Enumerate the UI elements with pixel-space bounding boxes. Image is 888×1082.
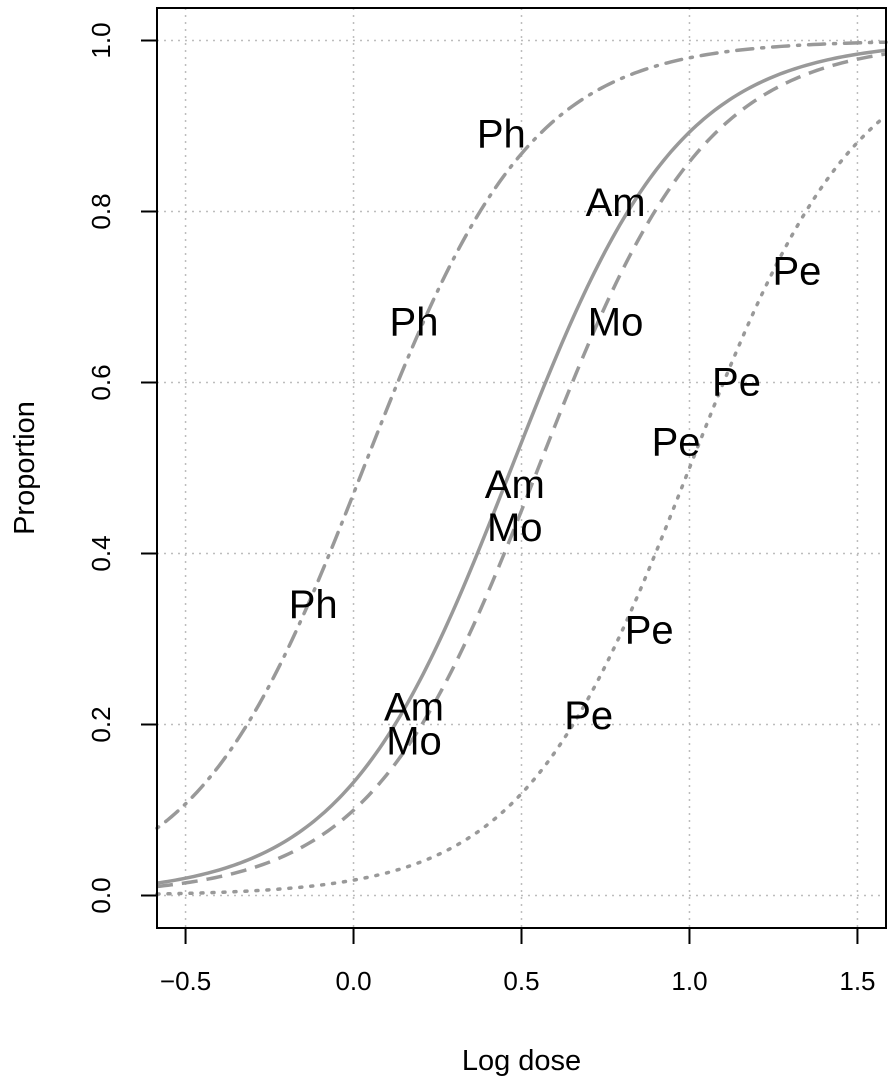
x-tick-label: 0.5 — [503, 966, 539, 996]
x-axis: −0.5 0.0 0.5 1.0 1.5 — [160, 928, 876, 996]
point-label-am: Am — [485, 463, 545, 507]
point-label-pe: Pe — [652, 420, 701, 464]
point-label-pe: Pe — [564, 694, 613, 738]
y-tick-label: 1.0 — [86, 22, 116, 58]
curve-ph — [155, 40, 888, 830]
y-tick-label: 0.0 — [86, 877, 116, 913]
y-tick-label: 0.4 — [86, 535, 116, 571]
y-axis-title: Proportion — [9, 401, 41, 535]
curve-mo — [156, 52, 887, 889]
point-label-am: Am — [586, 181, 646, 225]
x-tick-label: −0.5 — [160, 966, 211, 996]
y-tick-label: 0.2 — [86, 706, 116, 742]
x-tick-label: 1.5 — [839, 966, 875, 996]
point-label-pe: Pe — [773, 249, 822, 293]
point-label-ph: Ph — [390, 301, 439, 345]
curve-am — [156, 48, 887, 885]
grid-lines — [157, 8, 886, 928]
point-label-pe: Pe — [712, 360, 761, 404]
y-tick-label: 0.6 — [86, 364, 116, 400]
y-tick-label: 0.8 — [86, 193, 116, 229]
point-label-ph: Ph — [477, 113, 526, 157]
point-label-ph: Ph — [289, 583, 338, 627]
point-label-mo: Mo — [588, 301, 644, 345]
y-axis: 0.0 0.2 0.4 0.6 0.8 1.0 — [86, 22, 157, 914]
x-tick-label: 1.0 — [671, 966, 707, 996]
fitted-curves — [155, 40, 888, 896]
point-label-pe: Pe — [625, 608, 674, 652]
point-label-am: Am — [384, 685, 444, 729]
curve-pe — [155, 113, 888, 896]
x-axis-title: Log dose — [462, 1045, 581, 1077]
point-label-mo: Mo — [386, 720, 442, 764]
point-label-mo: Mo — [487, 506, 543, 550]
x-tick-label: 0.0 — [335, 966, 371, 996]
